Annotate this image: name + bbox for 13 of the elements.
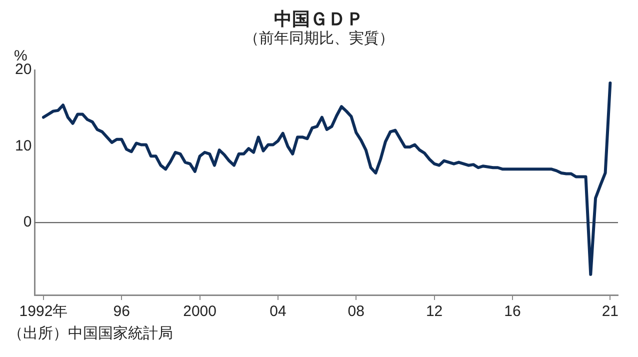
x-tick-label: 21 bbox=[602, 303, 619, 320]
x-tick-label: 1992年 bbox=[19, 303, 68, 320]
x-tick-label: 04 bbox=[270, 303, 286, 320]
text: （出所）中国国家統計局 bbox=[8, 324, 174, 344]
chart-subtitle: （前年同期比、実質） bbox=[243, 30, 395, 48]
x-tick-label: 16 bbox=[504, 303, 521, 320]
x-tick-label: 12 bbox=[426, 303, 443, 320]
x-tick-label: 2000 bbox=[183, 303, 216, 320]
y-tick-label: 0 bbox=[23, 214, 32, 231]
x-tick-label: 08 bbox=[348, 303, 364, 320]
x-tick-label: 96 bbox=[113, 303, 130, 320]
chart-title: 中国ＧＤＰ bbox=[273, 8, 365, 30]
y-tick-label: 10 bbox=[14, 137, 32, 154]
